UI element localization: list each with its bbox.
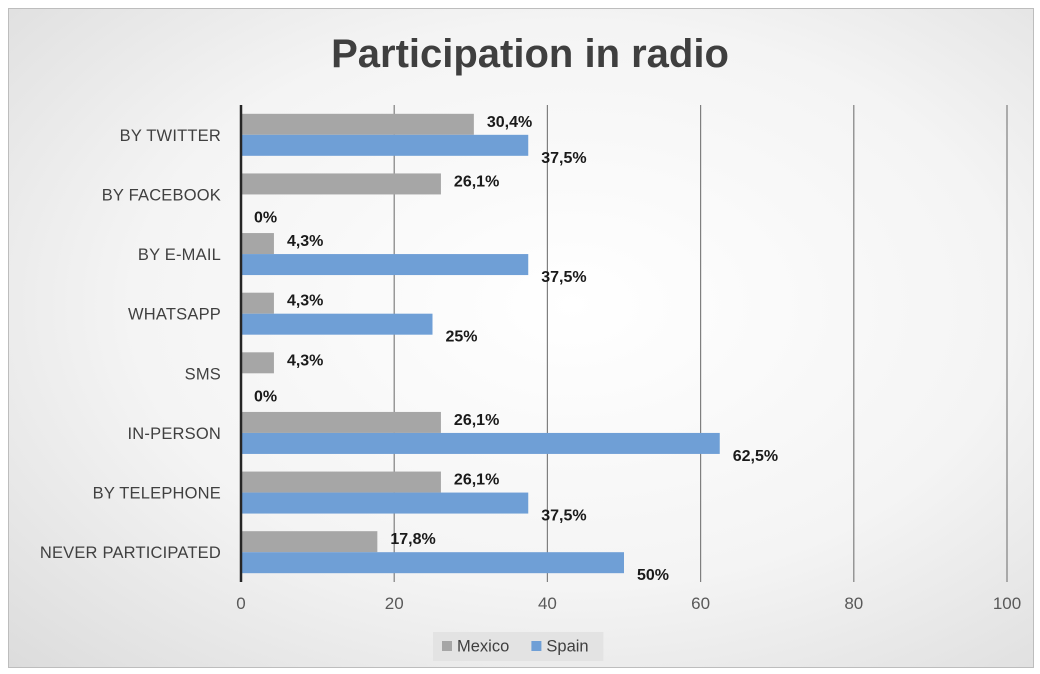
legend-label: Mexico	[457, 638, 509, 656]
bar-spain	[241, 432, 720, 454]
chart-area: Participation in radio 0 20 40 60 80 100 BY TW…	[8, 8, 1034, 668]
bar-mexico	[241, 292, 274, 314]
data-label: 37,5%	[541, 150, 586, 167]
legend: Mexico Spain	[433, 632, 604, 661]
bar-spain	[241, 134, 529, 156]
data-label: 4,3%	[287, 352, 323, 369]
category-label: IN-PERSON	[128, 425, 221, 443]
legend-swatch	[531, 641, 542, 651]
legend-background	[433, 632, 604, 661]
bars	[241, 113, 720, 574]
data-labels: 30,4% 37,5% 26,1% 0% 4,3% 37,5% 4,3% 25% 4,3% 0% 2…	[254, 114, 778, 584]
data-label: 30,4%	[487, 114, 532, 131]
legend-item-spain: Spain	[531, 638, 589, 656]
axes: 0 20 40 60 80 100 BY TWITTER BY FACEBOOK BY E-MA…	[40, 105, 1021, 613]
data-label: 62,5%	[733, 448, 778, 465]
bar-mexico	[241, 233, 274, 255]
bar-spain	[241, 552, 624, 574]
legend-label: Spain	[546, 638, 588, 656]
bar-mexico	[241, 471, 441, 493]
data-label: 26,1%	[454, 412, 499, 429]
category-label: BY TWITTER	[120, 127, 221, 145]
data-label: 26,1%	[454, 173, 499, 190]
legend-item-mexico: Mexico	[442, 638, 509, 656]
x-tick-label: 60	[691, 594, 710, 613]
data-label: 50%	[637, 567, 669, 584]
data-label: 26,1%	[454, 472, 499, 489]
x-tick-label: 40	[538, 594, 557, 613]
legend-swatch	[442, 641, 452, 651]
bar-mexico	[241, 531, 378, 553]
x-tick-label: 20	[385, 594, 404, 613]
data-label: 37,5%	[541, 508, 586, 525]
chart-title: Participation in radio	[331, 32, 729, 76]
data-label: 17,8%	[390, 531, 435, 548]
bar-mexico	[241, 411, 441, 433]
bar-mexico	[241, 352, 274, 374]
data-label: 37,5%	[541, 269, 586, 286]
category-label: SMS	[185, 365, 221, 383]
category-label: BY E-MAIL	[138, 246, 221, 264]
bar-spain	[241, 492, 529, 514]
category-label: BY TELEPHONE	[93, 485, 221, 503]
bar-spain	[241, 254, 529, 276]
data-label: 25%	[446, 329, 478, 346]
x-tick-label: 100	[993, 594, 1021, 613]
data-label: 4,3%	[287, 233, 323, 250]
data-label: 0%	[254, 388, 277, 405]
data-label: 0%	[254, 209, 277, 226]
category-label: NEVER PARTICIPATED	[40, 544, 221, 562]
category-label: BY FACEBOOK	[102, 186, 221, 204]
bar-mexico	[241, 113, 474, 135]
data-label: 4,3%	[287, 293, 323, 310]
x-tick-label: 0	[236, 594, 245, 613]
bar-spain	[241, 313, 433, 335]
participation-bar-chart: Participation in radio 0 20 40 60 80 100 BY TW…	[40, 32, 1021, 661]
bar-mexico	[241, 173, 441, 195]
category-label: WHATSAPP	[128, 306, 221, 324]
x-tick-label: 80	[844, 594, 863, 613]
